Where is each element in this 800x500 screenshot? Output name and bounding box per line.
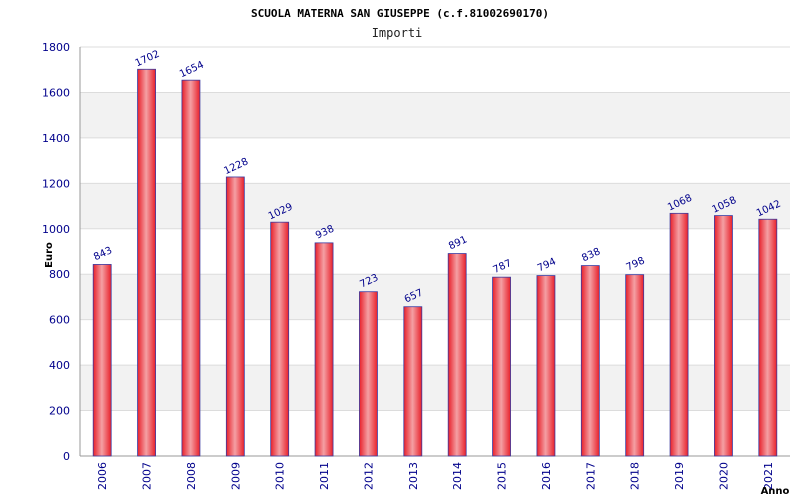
bar-2019 — [669, 212, 689, 457]
data-label-2017: 838 — [580, 246, 602, 264]
data-label-2007: 1702 — [134, 49, 162, 70]
bar-2009 — [225, 176, 245, 457]
x-tick-label-2012: 2012 — [362, 462, 375, 490]
bar-2011 — [314, 242, 334, 457]
x-tick-label-2016: 2016 — [540, 462, 553, 490]
chart-subtitle: Importi — [372, 26, 423, 40]
y-tick-label: 1200 — [42, 177, 70, 190]
data-label-2014: 891 — [447, 234, 469, 252]
x-axis-ticks: 2006 2007 2008 2009 2010 2011 2012 2013 2014 2015… — [96, 462, 775, 490]
x-tick-label-2011: 2011 — [318, 462, 331, 490]
bar-2015 — [492, 276, 511, 457]
x-tick-label-2014: 2014 — [451, 462, 464, 490]
data-label-2009: 1228 — [222, 156, 250, 177]
data-label-2008: 1654 — [178, 60, 206, 81]
y-tick-label: 1400 — [42, 132, 70, 145]
bar-2017 — [580, 265, 600, 457]
y-tick-label: 200 — [49, 405, 70, 418]
y-tick-label: 0 — [63, 450, 70, 463]
y-axis-ticks: 0 200 400 600 800 1000 1200 1400 1600 1800 — [42, 41, 70, 463]
y-tick-label: 1600 — [42, 86, 70, 99]
bar-2021 — [758, 218, 778, 457]
bar-2016 — [536, 275, 556, 457]
x-tick-label-2007: 2007 — [141, 462, 154, 490]
y-tick-label: 1800 — [42, 41, 70, 54]
bar-2010 — [270, 221, 290, 457]
bar-2007 — [137, 68, 156, 457]
data-label-2018: 798 — [625, 255, 647, 273]
x-tick-label-2018: 2018 — [629, 462, 642, 490]
bar-2018 — [625, 274, 645, 457]
x-tick-label-2006: 2006 — [96, 462, 109, 490]
x-tick-label-2019: 2019 — [673, 462, 686, 490]
y-tick-label: 1000 — [42, 223, 70, 236]
bar-2012 — [359, 291, 378, 457]
y-tick-label: 400 — [49, 359, 70, 372]
data-label-2016: 794 — [536, 256, 558, 274]
y-axis-label: Euro — [44, 242, 55, 268]
x-tick-label-2010: 2010 — [274, 462, 287, 490]
bar-2020 — [714, 215, 733, 457]
x-tick-label-2008: 2008 — [185, 462, 198, 490]
x-tick-label-2020: 2020 — [717, 462, 730, 490]
bars — [92, 68, 778, 457]
data-label-2015: 787 — [492, 258, 514, 276]
x-tick-label-2009: 2009 — [229, 462, 242, 490]
x-tick-label-2017: 2017 — [584, 462, 597, 490]
y-tick-label: 800 — [49, 268, 70, 281]
data-label-2006: 843 — [92, 245, 114, 263]
bar-2014 — [447, 253, 467, 457]
x-tick-label-2021: 2021 — [762, 462, 775, 490]
bar-2013 — [403, 306, 423, 457]
bar-2008 — [181, 79, 201, 457]
x-tick-label-2013: 2013 — [407, 462, 420, 490]
bar-2006 — [92, 264, 112, 457]
chart-title: SCUOLA MATERNA SAN GIUSEPPE (c.f.8100269… — [251, 7, 549, 20]
x-tick-label-2015: 2015 — [496, 462, 509, 490]
y-tick-label: 600 — [49, 314, 70, 327]
x-axis-label: Anno — [761, 486, 790, 497]
